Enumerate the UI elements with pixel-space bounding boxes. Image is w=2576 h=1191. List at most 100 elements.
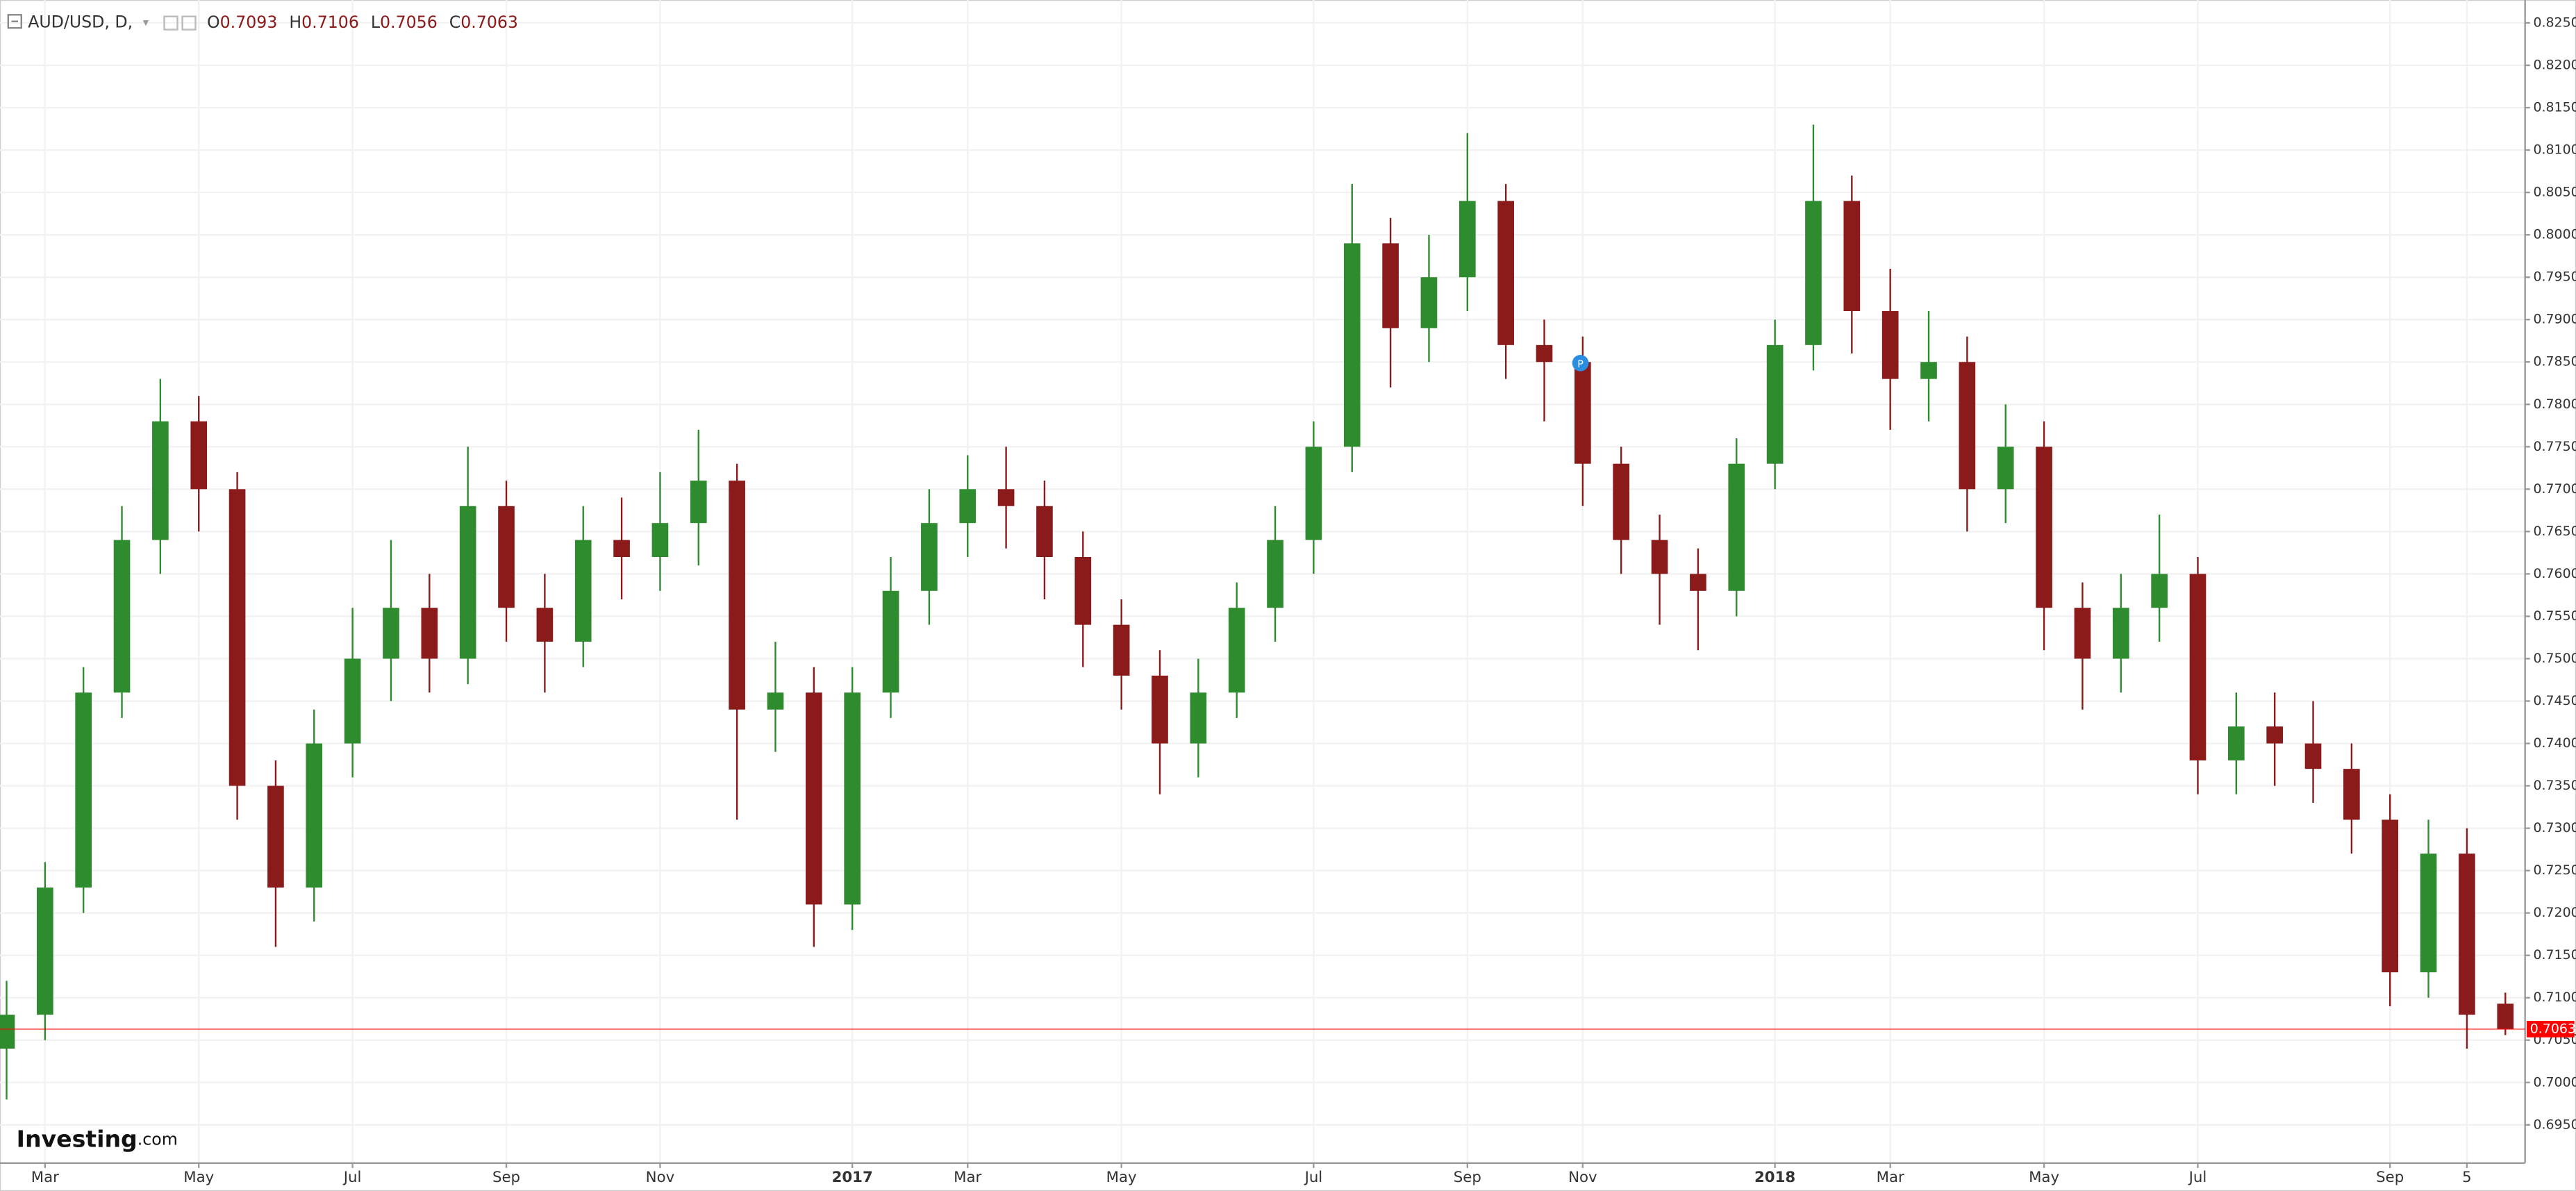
y-tick-label: 0.7850: [2533, 354, 2576, 369]
y-tick-label: 0.7450: [2533, 693, 2576, 708]
candle-body: [2074, 608, 2091, 659]
candle-body: [2266, 726, 2284, 744]
y-tick-label: 0.7950: [2533, 269, 2576, 285]
x-tick-label: 2017: [832, 1169, 873, 1186]
logo-brand: Investing: [17, 1125, 138, 1152]
candles: [0, 124, 2514, 1100]
candle-body: [1074, 556, 1092, 625]
y-tick-label: 0.7400: [2533, 735, 2576, 751]
candle-body: [959, 489, 977, 524]
candle-body: [1420, 277, 1438, 328]
x-tick-label: Jul: [342, 1169, 362, 1186]
y-tick-label: 0.7550: [2533, 608, 2576, 624]
y-tick-label: 0.7350: [2533, 778, 2576, 793]
candle-body: [498, 506, 515, 608]
x-tick-label: Jul: [2188, 1169, 2207, 1186]
y-tick-label: 0.7000: [2533, 1074, 2576, 1090]
x-tick-label: 2018: [1754, 1169, 1795, 1186]
candle-body: [1959, 362, 1976, 490]
settings-icon[interactable]: [163, 15, 178, 31]
x-tick-label: Sep: [2376, 1169, 2404, 1186]
candle-body: [1343, 243, 1361, 447]
candle-body: [1036, 506, 1053, 557]
candle-body: [1728, 463, 1745, 591]
y-tick-label: 0.7700: [2533, 481, 2576, 497]
x-tick-label: Nov: [646, 1169, 675, 1186]
y-tick-label: 0.7650: [2533, 524, 2576, 539]
candle-body: [806, 692, 822, 905]
y-tick-label: 0.7300: [2533, 820, 2576, 835]
y-tick-label: 0.7600: [2533, 566, 2576, 581]
y-tick-label: 0.7150: [2533, 947, 2576, 963]
candle-body: [1382, 243, 1399, 328]
candle-body: [2228, 726, 2245, 760]
candle-body: [1805, 201, 1822, 345]
close-value: 0.7063: [460, 13, 518, 32]
candle-body: [844, 692, 861, 905]
candle-body: [2382, 819, 2399, 973]
candle-body: [383, 608, 399, 659]
x-tick-label: 5: [2462, 1169, 2472, 1186]
x-tick-label: Jul: [1304, 1169, 1323, 1186]
axes: 0.69500.70000.70500.71000.71500.72000.72…: [0, 15, 2576, 1186]
candle-body: [729, 481, 745, 710]
y-tick-label: 0.8050: [2533, 185, 2576, 200]
high-value: 0.7106: [301, 13, 359, 32]
hide-icon[interactable]: [181, 15, 197, 31]
low-label: L: [371, 13, 381, 32]
x-tick-label: May: [1106, 1169, 1137, 1186]
y-tick-label: 0.8250: [2533, 15, 2576, 30]
x-tick-label: Mar: [31, 1169, 59, 1186]
y-tick-label: 0.7750: [2533, 439, 2576, 454]
y-tick-label: 0.7500: [2533, 651, 2576, 666]
candle-body: [1574, 362, 1591, 464]
candle-body: [0, 1015, 15, 1049]
candle-body: [921, 523, 938, 591]
candle-body: [344, 658, 361, 744]
candle-body: [2036, 447, 2052, 608]
y-tick-label: 0.7200: [2533, 905, 2576, 920]
candle-body: [882, 590, 899, 693]
candle-body: [1920, 362, 1937, 379]
high-label: H: [289, 13, 301, 32]
candle-body: [1843, 201, 1861, 312]
candle-body: [113, 540, 131, 693]
candle-body: [1690, 574, 1706, 591]
candle-body: [1766, 344, 1784, 464]
candle-body: [997, 489, 1015, 506]
candle-body: [306, 743, 323, 888]
y-tick-label: 0.8150: [2533, 100, 2576, 115]
logo-suffix: .com: [138, 1129, 178, 1149]
candle-body: [36, 888, 53, 1015]
x-tick-label: May: [2029, 1169, 2059, 1186]
y-tick-label: 0.7100: [2533, 990, 2576, 1005]
x-tick-label: Nov: [1568, 1169, 1597, 1186]
last-price-label: 0.7063: [2530, 1021, 2576, 1036]
ohlc: O0.7093 H0.7106 L0.7056 C0.7063: [207, 13, 518, 32]
candle-body: [1190, 692, 1207, 744]
y-tick-label: 0.8100: [2533, 142, 2576, 158]
y-tick-label: 0.7800: [2533, 397, 2576, 412]
y-tick-label: 0.7250: [2533, 863, 2576, 878]
candle-body: [1651, 540, 1668, 574]
event-marker[interactable]: [1572, 354, 1589, 372]
candle-body: [2343, 769, 2360, 820]
dropdown-arrow[interactable]: ▾: [143, 16, 149, 29]
candle-body: [1997, 447, 2014, 490]
candle-body: [228, 489, 246, 786]
candle-body: [1267, 540, 1283, 608]
x-tick-label: Sep: [492, 1169, 520, 1186]
candle-body: [152, 421, 169, 540]
candle-body: [651, 523, 669, 557]
candle-body: [1881, 311, 1899, 379]
candle-body: [1113, 624, 1130, 676]
candle-body: [767, 692, 784, 710]
candle-body: [459, 506, 476, 659]
last-price-box: [2527, 1021, 2575, 1038]
x-tick-label: Mar: [954, 1169, 981, 1186]
collapse-icon[interactable]: [7, 14, 22, 29]
symbol: AUD/USD, D,: [28, 13, 133, 32]
y-tick-label: 0.8200: [2533, 58, 2576, 73]
